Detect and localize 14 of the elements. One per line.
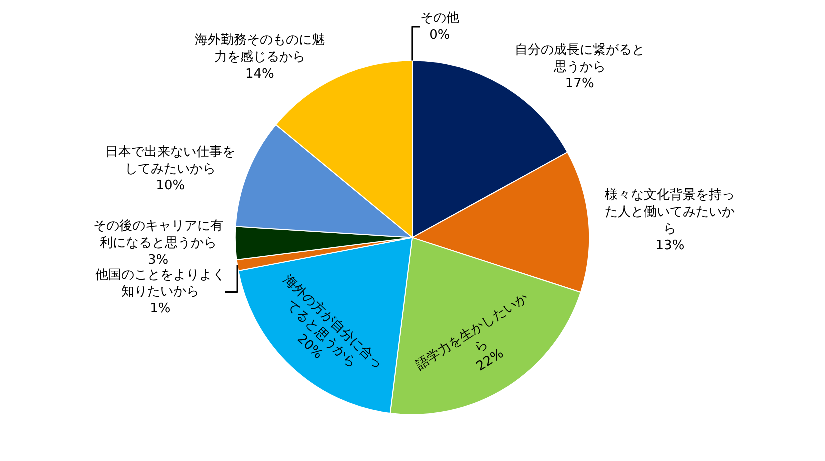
slice-label: 自分の成長に繋がると思うから: [514, 42, 645, 75]
slice-label: 海外勤務そのものに魅力を感じるから: [194, 33, 325, 66]
data-label: 17%: [565, 76, 594, 92]
data-label: 3%: [148, 252, 169, 268]
data-label: 13%: [656, 238, 685, 254]
category-label: その他: [420, 10, 460, 26]
slice-label: その後のキャリアに有利になると思うから: [93, 218, 224, 251]
slice-label: 日本で出来ない仕事をしてみたいから: [106, 144, 236, 177]
slice-label: 他国のことをよりよく知りたいから: [95, 268, 226, 300]
text: 0%: [430, 28, 450, 43]
slice-label: 様々な文化背景を持った人と働いてみたいから: [605, 188, 736, 237]
data-label: 1%: [150, 302, 171, 317]
data-label: 10%: [156, 178, 186, 194]
data-label: 14%: [245, 66, 274, 82]
